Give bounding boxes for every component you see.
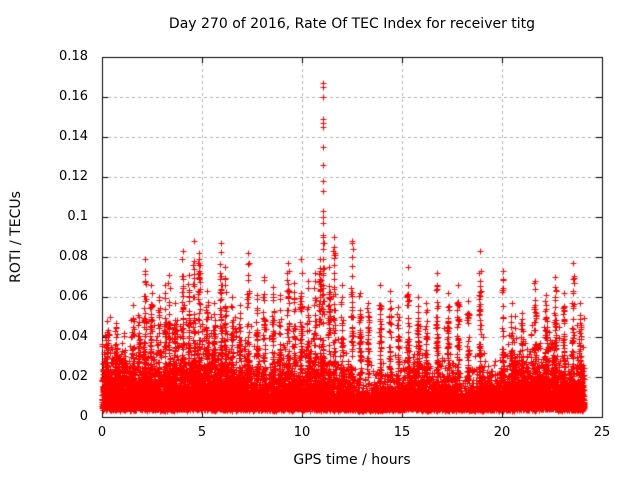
y-tick-label: 0.12 — [59, 169, 88, 184]
x-tick-label: 15 — [393, 425, 411, 440]
y-tick-label: 0.06 — [59, 289, 88, 304]
x-tick-label: 20 — [493, 425, 511, 440]
x-tick-label: 0 — [97, 425, 107, 440]
x-tick-label: 5 — [197, 425, 207, 440]
y-tick-label: 0.04 — [59, 329, 88, 344]
y-tick-label: 0.16 — [59, 89, 88, 104]
y-tick-label: 0.14 — [59, 129, 88, 144]
y-tick-label: 0.08 — [59, 249, 88, 264]
x-tick-label: 25 — [593, 425, 611, 440]
x-axis-title: GPS time / hours — [293, 452, 411, 468]
y-tick-label: 0.18 — [59, 49, 88, 64]
y-tick-label: 0.02 — [59, 369, 88, 384]
chart-title: Day 270 of 2016, Rate Of TEC Index for r… — [168, 16, 536, 32]
y-tick-label: 0 — [79, 409, 88, 424]
y-axis-title: ROTI / TECUs — [8, 191, 24, 283]
x-tick-label: 10 — [293, 425, 311, 440]
y-tick-label: 0.1 — [67, 209, 88, 224]
